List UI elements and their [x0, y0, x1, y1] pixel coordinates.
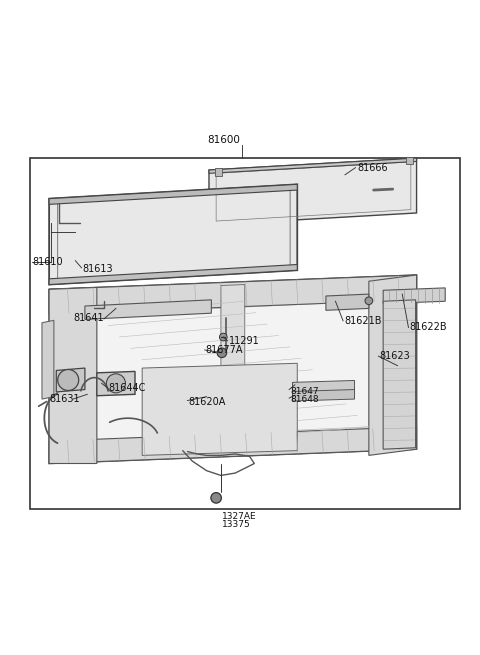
- Text: 81610: 81610: [33, 257, 63, 267]
- Polygon shape: [97, 301, 369, 440]
- Text: 81600: 81600: [207, 135, 240, 145]
- Polygon shape: [292, 390, 355, 401]
- Bar: [30, 158, 459, 509]
- Polygon shape: [383, 300, 416, 449]
- Text: 11291: 11291: [228, 336, 259, 346]
- Polygon shape: [49, 184, 297, 284]
- Polygon shape: [209, 158, 417, 225]
- Text: 81620A: 81620A: [189, 398, 226, 407]
- Polygon shape: [56, 368, 85, 392]
- Circle shape: [211, 493, 221, 503]
- Text: 13375: 13375: [222, 520, 251, 529]
- Text: 81677A: 81677A: [205, 345, 243, 355]
- Circle shape: [219, 333, 227, 341]
- Polygon shape: [142, 364, 297, 455]
- Text: 81621B: 81621B: [344, 316, 382, 326]
- Bar: [215, 168, 222, 176]
- Circle shape: [58, 369, 79, 390]
- Circle shape: [217, 348, 227, 358]
- Text: 81648: 81648: [290, 394, 319, 403]
- Polygon shape: [42, 320, 54, 399]
- Polygon shape: [97, 371, 135, 396]
- Polygon shape: [49, 427, 417, 464]
- Circle shape: [365, 297, 372, 305]
- Text: 81631: 81631: [49, 394, 80, 404]
- Polygon shape: [49, 275, 417, 314]
- Polygon shape: [49, 275, 417, 464]
- Polygon shape: [369, 275, 417, 455]
- Polygon shape: [221, 284, 245, 443]
- Polygon shape: [209, 158, 417, 174]
- Text: 81613: 81613: [83, 264, 113, 274]
- Polygon shape: [49, 265, 297, 284]
- Circle shape: [107, 374, 125, 393]
- Polygon shape: [326, 294, 369, 310]
- Text: 81641: 81641: [73, 313, 104, 323]
- Polygon shape: [49, 184, 297, 204]
- Polygon shape: [49, 288, 97, 464]
- Text: 81622B: 81622B: [409, 322, 447, 333]
- Polygon shape: [383, 288, 445, 304]
- Text: 81647: 81647: [290, 387, 319, 396]
- Polygon shape: [292, 381, 355, 392]
- Bar: [406, 157, 413, 164]
- Text: 1327AE: 1327AE: [222, 512, 256, 521]
- Polygon shape: [85, 300, 211, 320]
- Text: 81666: 81666: [357, 162, 387, 173]
- Text: 81644C: 81644C: [109, 383, 146, 393]
- Text: 81623: 81623: [379, 351, 410, 361]
